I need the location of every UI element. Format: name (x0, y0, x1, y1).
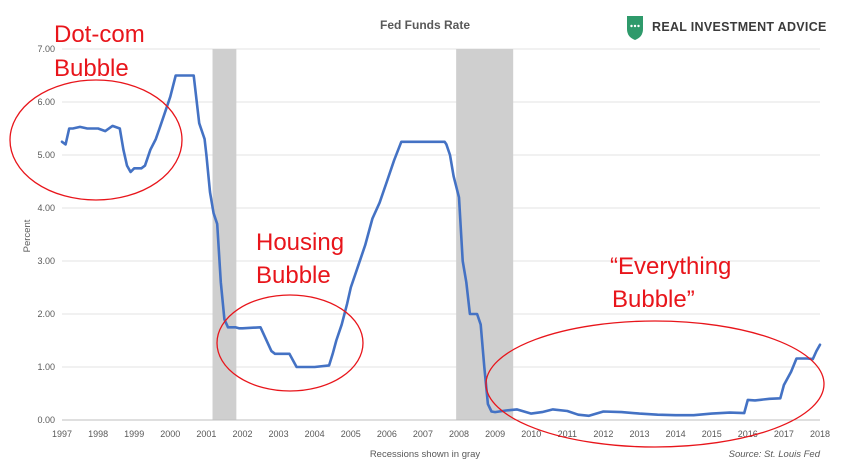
x-tick-label: 2001 (196, 429, 216, 439)
x-tick-label: 2006 (377, 429, 397, 439)
y-tick-labels: 0.00 1.00 2.00 3.00 4.00 5.00 6.00 7.00 (37, 44, 55, 425)
annotation-dotcom-line1: Dot-com (54, 21, 145, 48)
x-tick-label: 1998 (88, 429, 108, 439)
logo-dot-icon (637, 24, 640, 28)
y-tick-label: 2.00 (37, 309, 55, 319)
y-tick-label: 1.00 (37, 362, 55, 372)
x-tick-label: 2013 (630, 429, 650, 439)
brand-name: REAL INVESTMENT ADVICE (652, 20, 827, 34)
annotation-housing-line2: Bubble (256, 262, 331, 289)
x-tick-label: 2012 (593, 429, 613, 439)
brand-logo: REAL INVESTMENT ADVICE (627, 16, 827, 40)
housing-ellipse (216, 294, 364, 392)
x-tick-label: 2015 (702, 429, 722, 439)
x-tick-label: 2000 (160, 429, 180, 439)
x-tick-label: 1997 (52, 429, 72, 439)
shield-icon (627, 16, 643, 40)
annotation-dotcom-line2: Bubble (54, 55, 129, 82)
x-tick-label: 2018 (810, 429, 830, 439)
x-tick-label: 2011 (558, 429, 577, 439)
x-tick-label: 2004 (305, 429, 325, 439)
x-tick-label: 2007 (413, 429, 433, 439)
annotation-everything-line2: Bubble” (612, 286, 695, 313)
annotation-housing-line1: Housing (256, 229, 344, 256)
x-tick-label: 2017 (774, 429, 794, 439)
dotcom-ellipse (9, 79, 183, 201)
chart-title: Fed Funds Rate (380, 18, 470, 32)
y-axis-label: Percent (22, 219, 33, 252)
fed-funds-rate-line (60, 74, 822, 418)
logo-dot-icon (630, 24, 633, 28)
y-tick-label: 4.00 (37, 203, 55, 213)
source-label: Source: St. Louis Fed (729, 449, 821, 460)
y-tick-label: 5.00 (37, 150, 55, 160)
x-tick-label: 2014 (666, 429, 686, 439)
series-group (60, 74, 822, 418)
annotation-ellipses (9, 79, 825, 448)
logo-dot-icon (633, 24, 637, 28)
x-tick-label: 2008 (449, 429, 469, 439)
everything-ellipse (485, 320, 825, 448)
x-tick-label: 2005 (341, 429, 361, 439)
x-tick-labels: 1997 1998 1999 2000 2001 2002 2003 2004 2005 2006… (52, 429, 830, 439)
annotation-everything-line1: “Everything (610, 253, 731, 280)
x-tick-label: 1999 (124, 429, 144, 439)
x-tick-label: 2003 (269, 429, 289, 439)
x-tick-label: 2010 (521, 429, 541, 439)
x-tick-label: 2002 (232, 429, 252, 439)
y-tick-label: 6.00 (37, 97, 55, 107)
x-axis-note: Recessions shown in gray (370, 449, 481, 460)
x-tick-label: 2009 (485, 429, 505, 439)
y-tick-label: 0.00 (37, 415, 55, 425)
x-tick-label: 2016 (738, 429, 758, 439)
gridlines (62, 48, 820, 368)
y-tick-label: 3.00 (37, 256, 55, 266)
y-tick-label: 7.00 (37, 44, 55, 54)
